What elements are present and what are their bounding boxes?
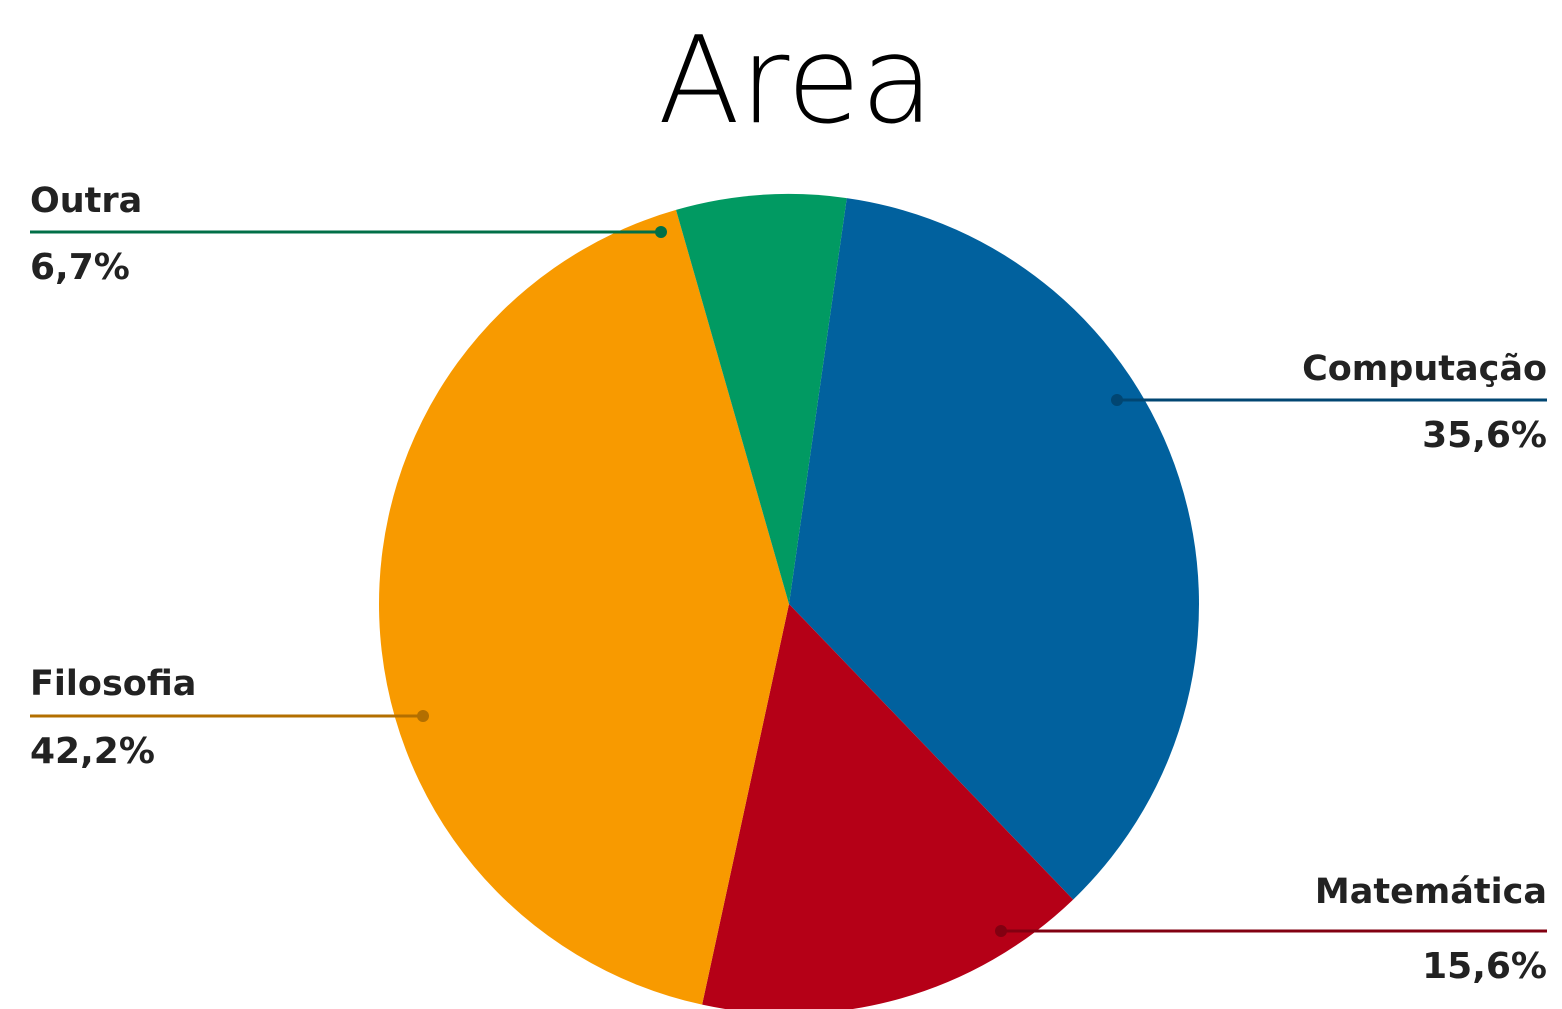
leader-lines bbox=[30, 226, 1547, 937]
slice-filosofia bbox=[378, 209, 789, 1005]
pie-slices bbox=[378, 193, 1199, 1009]
value-label-computacao: 35,6% bbox=[1422, 415, 1547, 456]
slice-labels: Computação 35,6% Matemática 15,6% Filosofia 4… bbox=[30, 181, 1547, 987]
label-filosofia: Filosofia bbox=[30, 664, 196, 704]
label-computacao: Computação bbox=[1302, 349, 1547, 389]
label-outra: Outra bbox=[30, 181, 142, 221]
value-label-outra: 6,7% bbox=[30, 247, 130, 288]
chart-title: Area bbox=[658, 12, 934, 151]
slice-matematica bbox=[702, 604, 1074, 1009]
leader-dot-outra bbox=[655, 226, 667, 238]
leader-dot-computacao bbox=[1111, 394, 1123, 406]
label-matematica: Matemática bbox=[1315, 872, 1547, 912]
value-label-filosofia: 42,2% bbox=[30, 731, 155, 772]
value-label-matematica: 15,6% bbox=[1422, 946, 1547, 987]
leader-dot-filosofia bbox=[417, 710, 429, 722]
slice-computacao bbox=[789, 198, 1199, 900]
slice-outra bbox=[676, 193, 847, 604]
leader-dot-matematica bbox=[995, 925, 1007, 937]
